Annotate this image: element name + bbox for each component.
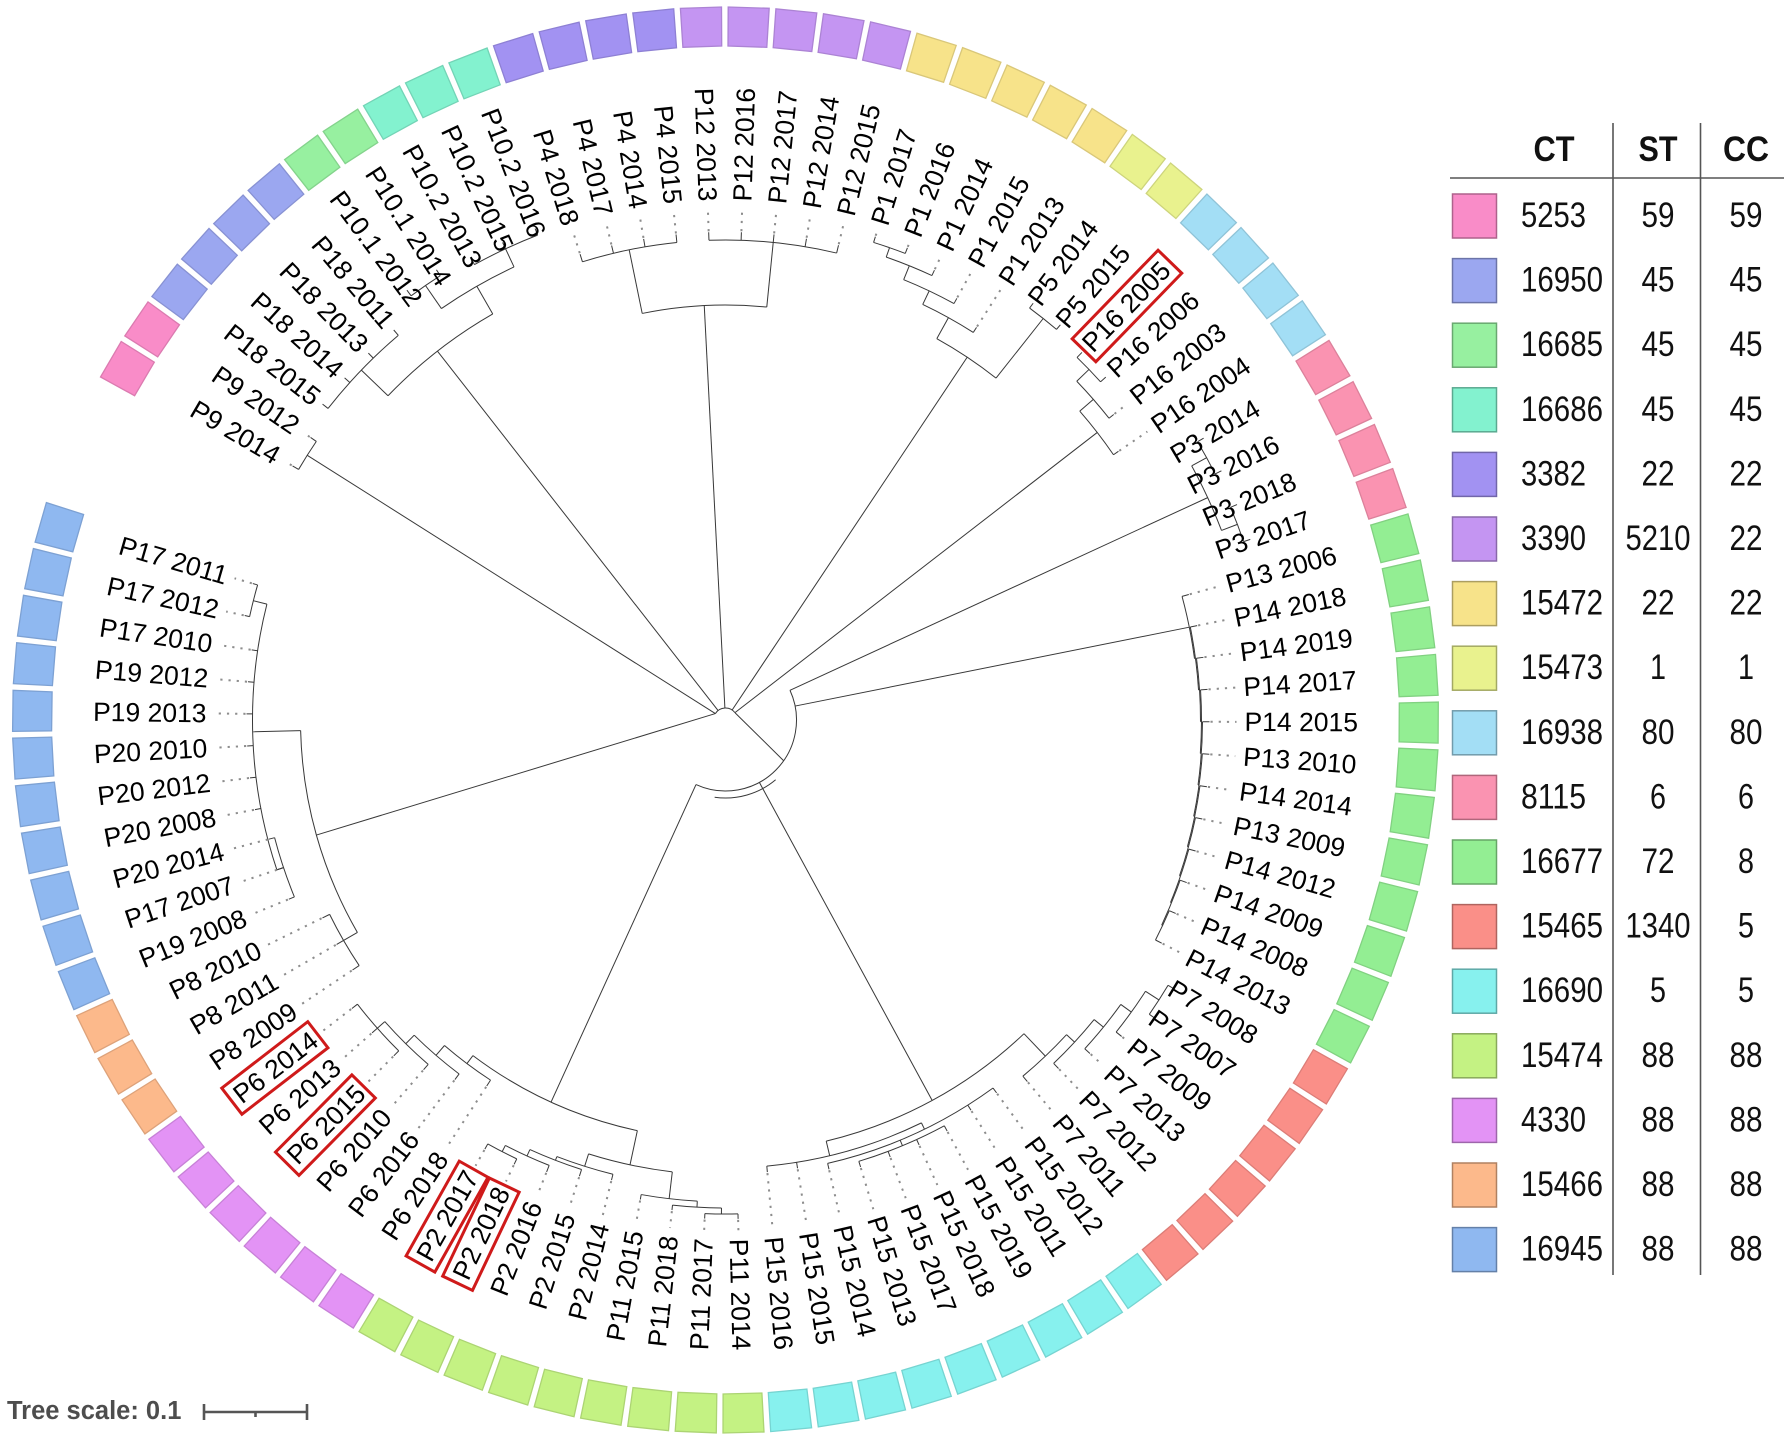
svg-text:5: 5 — [1650, 971, 1666, 1010]
svg-text:16677: 16677 — [1521, 842, 1603, 881]
svg-text:59: 59 — [1730, 196, 1763, 235]
svg-text:80: 80 — [1642, 713, 1675, 752]
svg-text:16686: 16686 — [1521, 390, 1603, 429]
svg-text:88: 88 — [1642, 1100, 1675, 1139]
svg-text:4330: 4330 — [1521, 1100, 1586, 1139]
svg-text:45: 45 — [1730, 390, 1763, 429]
svg-text:45: 45 — [1642, 261, 1675, 300]
svg-text:59: 59 — [1642, 196, 1675, 235]
svg-text:15466: 15466 — [1521, 1165, 1603, 1204]
svg-text:88: 88 — [1730, 1100, 1763, 1139]
svg-text:22: 22 — [1730, 519, 1763, 558]
svg-text:45: 45 — [1642, 325, 1675, 364]
svg-text:88: 88 — [1730, 1165, 1763, 1204]
svg-text:80: 80 — [1730, 713, 1763, 752]
svg-text:22: 22 — [1730, 454, 1763, 493]
svg-text:72: 72 — [1642, 842, 1675, 881]
svg-text:6: 6 — [1738, 777, 1754, 816]
svg-text:CT: CT — [1534, 130, 1575, 169]
svg-text:45: 45 — [1642, 390, 1675, 429]
svg-text:88: 88 — [1642, 1036, 1675, 1075]
svg-text:1: 1 — [1650, 648, 1666, 687]
svg-text:P12 2013: P12 2013 — [689, 87, 723, 201]
svg-text:P12 2016: P12 2016 — [727, 87, 761, 201]
svg-text:8: 8 — [1738, 842, 1754, 881]
svg-text:16938: 16938 — [1521, 713, 1603, 752]
svg-text:ST: ST — [1639, 130, 1678, 169]
svg-text:16945: 16945 — [1521, 1230, 1603, 1269]
svg-text:3382: 3382 — [1521, 454, 1586, 493]
svg-text:5210: 5210 — [1626, 519, 1691, 558]
svg-text:88: 88 — [1642, 1165, 1675, 1204]
svg-text:Tree scale: 0.1: Tree scale: 0.1 — [7, 1397, 181, 1425]
svg-text:88: 88 — [1730, 1230, 1763, 1269]
svg-text:15472: 15472 — [1521, 584, 1603, 623]
svg-text:45: 45 — [1730, 261, 1763, 300]
svg-text:P11 2017: P11 2017 — [684, 1238, 719, 1351]
svg-text:5: 5 — [1738, 907, 1754, 946]
svg-text:15474: 15474 — [1521, 1036, 1603, 1075]
svg-text:1: 1 — [1738, 648, 1754, 687]
svg-text:16685: 16685 — [1521, 325, 1603, 364]
svg-text:22: 22 — [1642, 454, 1675, 493]
svg-text:15473: 15473 — [1521, 648, 1603, 687]
svg-text:5253: 5253 — [1521, 196, 1586, 235]
svg-text:15465: 15465 — [1521, 907, 1603, 946]
svg-text:16690: 16690 — [1521, 971, 1603, 1010]
svg-text:1340: 1340 — [1626, 907, 1691, 946]
svg-text:6: 6 — [1650, 777, 1666, 816]
svg-text:16950: 16950 — [1521, 261, 1603, 300]
svg-text:88: 88 — [1730, 1036, 1763, 1075]
svg-text:3390: 3390 — [1521, 519, 1586, 558]
svg-text:P11 2014: P11 2014 — [724, 1238, 757, 1350]
svg-text:45: 45 — [1730, 325, 1763, 364]
svg-text:22: 22 — [1730, 584, 1763, 623]
svg-text:CC: CC — [1723, 130, 1769, 169]
svg-text:P19 2013: P19 2013 — [93, 697, 207, 728]
svg-text:88: 88 — [1642, 1230, 1675, 1269]
svg-text:P20 2010: P20 2010 — [93, 733, 208, 769]
svg-text:22: 22 — [1642, 584, 1675, 623]
svg-text:P14 2015: P14 2015 — [1244, 707, 1358, 737]
svg-text:5: 5 — [1738, 971, 1754, 1010]
svg-text:8115: 8115 — [1521, 777, 1586, 816]
